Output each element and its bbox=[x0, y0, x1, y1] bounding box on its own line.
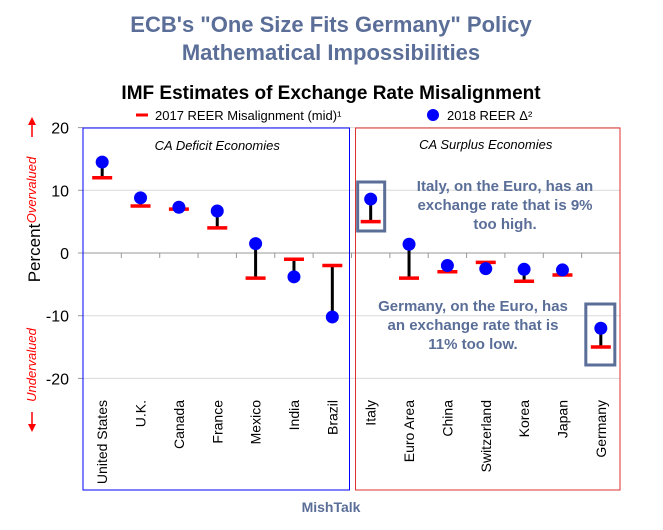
x-tick-label: United States bbox=[94, 400, 110, 484]
y-tick-label: 20 bbox=[51, 121, 69, 138]
dot-2018-U.K. bbox=[134, 191, 148, 205]
legend-label-2018: 2018 REER Δ² bbox=[447, 108, 533, 123]
x-tick-label: Italy bbox=[363, 400, 379, 426]
y-tick-label: -10 bbox=[46, 309, 69, 326]
main-title-line1: ECB's "One Size Fits Germany" Policy bbox=[130, 12, 532, 37]
dot-2018-India bbox=[287, 270, 301, 284]
annotation-1-line: 11% too low. bbox=[428, 336, 517, 353]
dot-2018-Euro Area bbox=[402, 237, 416, 251]
dot-2018-France bbox=[210, 204, 224, 218]
source-label: MishTalk bbox=[302, 499, 361, 515]
x-tick-label: Brazil bbox=[324, 400, 340, 435]
x-tick-label: China bbox=[439, 400, 455, 437]
x-tick-label: India bbox=[286, 400, 302, 431]
dot-2018-Italy bbox=[364, 192, 378, 206]
dot-2018-Japan bbox=[555, 263, 569, 277]
y-axis-label: Percent bbox=[25, 223, 44, 282]
annotation-0-line: too high. bbox=[473, 216, 536, 233]
x-tick-label: U.K. bbox=[133, 400, 149, 427]
dot-2018-Germany bbox=[594, 321, 608, 335]
annotation-1-line: Germany, on the Euro, has bbox=[378, 298, 568, 315]
y-tick-label: -20 bbox=[46, 371, 69, 388]
chart-title: IMF Estimates of Exchange Rate Misalignm… bbox=[121, 83, 541, 104]
x-tick-label: Germany bbox=[593, 400, 609, 458]
dot-2018-Canada bbox=[172, 200, 186, 214]
annotation-0-line: exchange rate that is 9% bbox=[417, 197, 592, 214]
deficit-group-frame bbox=[82, 127, 350, 491]
dot-2018-China bbox=[440, 259, 454, 273]
x-tick-label: Canada bbox=[171, 400, 187, 449]
x-tick-label: Euro Area bbox=[401, 400, 417, 462]
dot-2018-Switzerland bbox=[479, 262, 493, 276]
group-label-surplus: CA Surplus Economies bbox=[419, 137, 553, 152]
x-tick-label: France bbox=[209, 400, 225, 444]
legend-label-2017: 2017 REER Misalignment (mid)¹ bbox=[155, 108, 342, 123]
dot-2018-Mexico bbox=[249, 237, 263, 251]
legend-dot-marker bbox=[427, 109, 439, 121]
down-arrowhead-icon bbox=[28, 424, 36, 432]
y-tick-label: 10 bbox=[51, 183, 69, 200]
y-tick-label: 0 bbox=[60, 246, 69, 263]
overvalued-label: Overvalued bbox=[24, 156, 39, 223]
germany-highlight-box bbox=[584, 302, 617, 367]
dot-2018-United States bbox=[95, 155, 109, 169]
dot-2018-Korea bbox=[517, 262, 531, 276]
x-tick-label: Korea bbox=[516, 400, 532, 438]
group-label-deficit: CA Deficit Economies bbox=[155, 138, 281, 153]
surplus-group-frame bbox=[355, 127, 621, 491]
italy-highlight-box bbox=[356, 180, 387, 233]
annotation-0-line: Italy, on the Euro, has an bbox=[417, 178, 593, 195]
x-tick-label: Switzerland bbox=[478, 400, 494, 472]
up-arrowhead-icon bbox=[28, 117, 36, 125]
annotation-1-line: an exchange rate that is bbox=[388, 317, 559, 334]
x-tick-label: Mexico bbox=[248, 400, 264, 445]
dot-2018-Brazil bbox=[325, 310, 339, 324]
undervalued-label: Undervalued bbox=[24, 327, 39, 401]
main-title-line2: Mathematical Impossibilities bbox=[182, 40, 480, 65]
x-tick-label: Japan bbox=[554, 400, 570, 438]
